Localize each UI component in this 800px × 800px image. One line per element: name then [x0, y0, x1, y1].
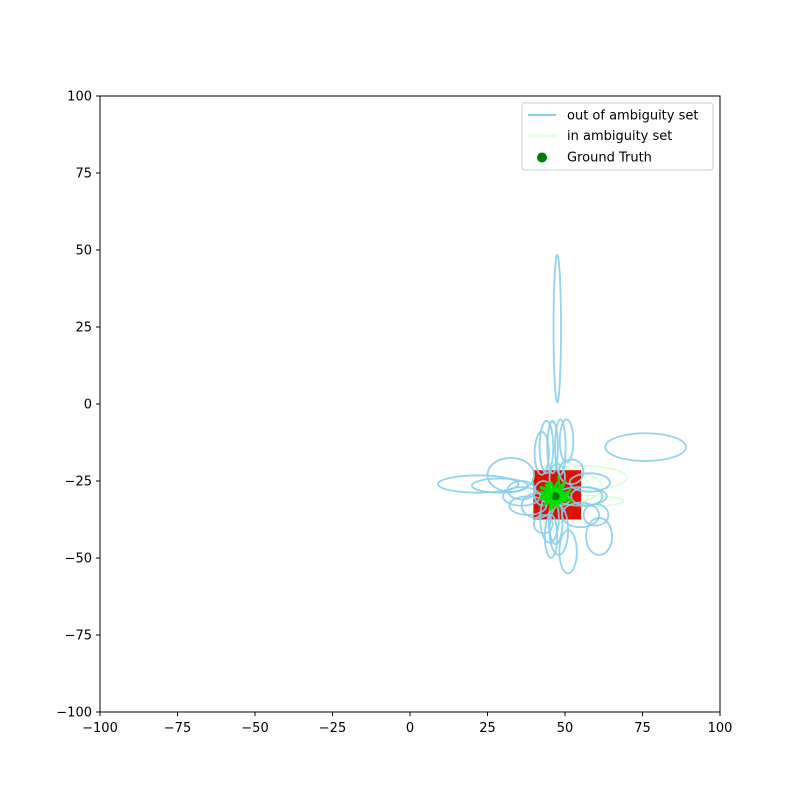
plot-area — [100, 96, 720, 712]
out-of-ambiguity-ellipse — [437, 474, 520, 494]
legend-label-in-ambiguity-set: in ambiguity set — [567, 129, 672, 144]
out-of-ambiguity-ellipse — [538, 420, 555, 475]
out-of-ambiguity-ellipse — [604, 432, 687, 462]
out-of-ambiguity-ellipse — [582, 503, 610, 527]
out-of-ambiguity-ellipse — [546, 420, 559, 475]
out-of-ambiguity-ellipse — [568, 472, 611, 493]
out-of-ambiguity-ellipse — [558, 418, 575, 464]
x-tick-label: 25 — [479, 721, 496, 736]
out-of-ambiguity-ellipse — [533, 513, 554, 535]
x-tick-label: 100 — [708, 721, 733, 736]
x-axis: −100 −75 −50 −25 0 25 50 75 100 — [82, 712, 732, 736]
legend: out of ambiguity set in ambiguity set Gr… — [521, 102, 714, 171]
y-tick-label: 0 — [84, 398, 92, 413]
out-of-ambiguity-ellipse — [561, 501, 601, 529]
out-of-ambiguity-ellipse — [557, 458, 585, 485]
legend-label-ground-truth: Ground Truth — [567, 151, 652, 166]
out-of-ambiguity-ellipse — [543, 513, 559, 559]
legend-label-out-of-ambiguity-set: out of ambiguity set — [567, 109, 698, 124]
x-tick-label: 0 — [406, 721, 414, 736]
out-of-ambiguity-ellipse — [554, 418, 567, 476]
y-tick-label: −100 — [56, 706, 92, 721]
x-tick-label: −75 — [164, 721, 191, 736]
y-tick-label: −75 — [65, 629, 92, 644]
x-tick-label: −25 — [319, 721, 346, 736]
plot-content — [437, 253, 687, 575]
x-tick-label: −100 — [82, 721, 118, 736]
x-tick-label: 50 — [557, 721, 574, 736]
out-of-ambiguity-ellipse — [552, 253, 562, 404]
legend-box — [521, 102, 714, 171]
x-tick-label: 75 — [634, 721, 651, 736]
y-axis: −100 −75 −50 −25 0 25 50 75 100 — [56, 90, 100, 721]
y-tick-label: 100 — [67, 90, 92, 105]
out-of-ambiguity-ellipse — [533, 430, 550, 476]
y-tick-label: 50 — [75, 244, 92, 259]
ground-truth-point — [551, 492, 560, 501]
out-of-ambiguity-ellipse — [506, 480, 537, 501]
y-tick-label: 75 — [75, 167, 92, 182]
y-tick-label: −50 — [65, 552, 92, 567]
y-tick-label: −25 — [65, 475, 92, 490]
y-tick-label: 25 — [75, 321, 92, 336]
out-of-ambiguity-ellipse — [471, 477, 529, 494]
out-of-ambiguity-ellipse — [570, 486, 604, 507]
x-tick-label: −50 — [241, 721, 268, 736]
legend-marker-ground-truth — [537, 152, 547, 163]
